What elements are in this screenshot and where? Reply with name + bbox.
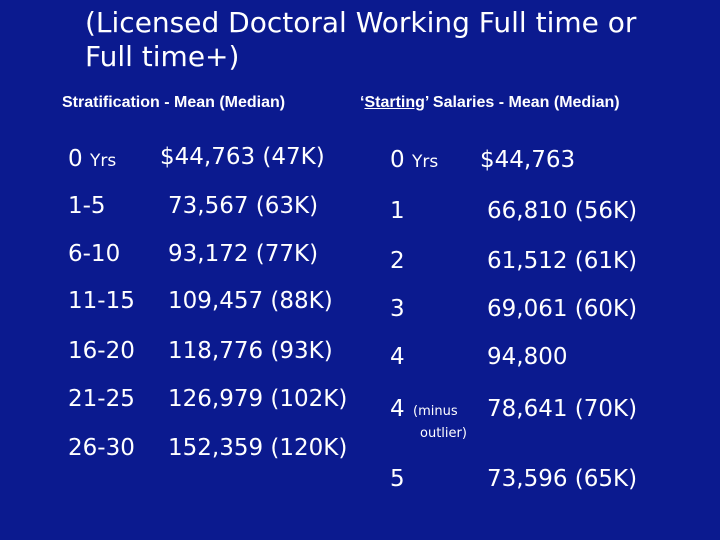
table-row-range: 16-20 [68,338,135,364]
table-row-salary: 61,512 (61K) [487,248,638,274]
table-row-year: 4 [390,344,405,370]
table-row-salary: 109,457 (88K) [168,288,333,314]
table-row-range: 0 Yrs [68,146,117,172]
table-row-salary: 69,061 (60K) [487,296,638,322]
table-row-salary: 93,172 (77K) [168,241,319,267]
table-row-range: 1-5 [68,193,106,219]
table-row-salary: 66,810 (56K) [487,198,638,224]
table-row-year: 5 [390,466,405,492]
table-row-year: 2 [390,248,405,274]
table-row-salary: 118,776 (93K) [168,338,333,364]
table-row-salary: 78,641 (70K) [487,396,638,422]
heading-rest: ’ Salaries - Mean (Median) [424,94,620,111]
table-row-salary: 94,800 [487,344,568,370]
starting-salaries-heading: ‘Starting’ Salaries - Mean (Median) [360,94,620,112]
heading-starting-word: Starting [364,94,425,111]
table-row-range: 11-15 [68,288,135,314]
table-row-salary: $44,763 [480,147,576,173]
table-row-year: 1 [390,198,405,224]
table-row-range: 6-10 [68,241,121,267]
heading-open-quote: ‘ [360,94,365,111]
table-row-salary: 73,567 (63K) [168,193,319,219]
table-row-note: (minus [413,404,458,419]
table-row-range: 21-25 [68,386,135,412]
table-row-year: 3 [390,296,405,322]
table-row-note: outlier) [420,426,467,441]
table-row-salary: 152,359 (120K) [168,435,348,461]
slide-title: (Licensed Doctoral Working Full time or … [85,6,637,73]
table-row-range: 26-30 [68,435,135,461]
table-row-salary: 126,979 (102K) [168,386,348,412]
stratification-heading: Stratification - Mean (Median) [62,94,286,111]
table-row-year: 4 [390,396,405,422]
table-row-salary: 73,596 (65K) [487,466,638,492]
table-row-salary: $44,763 (47K) [160,144,325,170]
table-row-year: 0 Yrs [390,147,439,173]
